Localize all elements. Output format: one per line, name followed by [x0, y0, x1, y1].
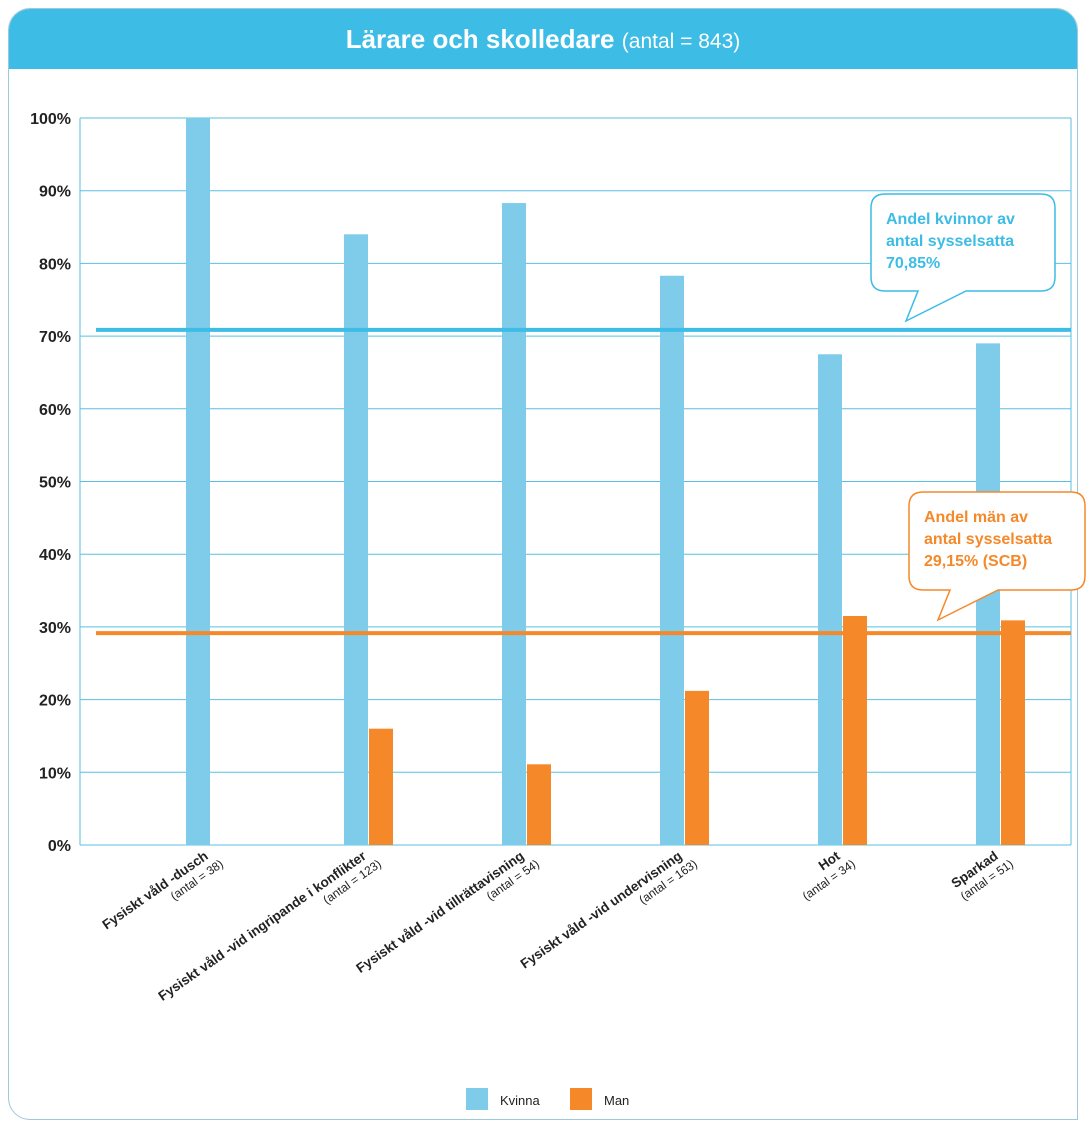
- bar-man-2: [369, 728, 393, 845]
- bar-kvinna-2: [344, 234, 368, 845]
- bar-kvinna-3: [502, 203, 526, 845]
- callout-women: [870, 193, 1056, 323]
- y-tick-label: 60%: [39, 402, 71, 419]
- chart-header: Lärare och skolledare (antal = 843): [9, 9, 1077, 69]
- y-tick-label: 80%: [39, 256, 71, 273]
- bar-man-5: [843, 615, 867, 845]
- y-tick-label: 30%: [39, 620, 71, 637]
- y-tick-label: 10%: [39, 765, 71, 782]
- bar-man-4: [685, 690, 709, 845]
- bar-kvinna-1: [186, 118, 210, 845]
- y-tick-label: 70%: [39, 329, 71, 346]
- chart-title: Lärare och skolledare: [345, 24, 615, 54]
- y-tick-label: 40%: [39, 547, 71, 564]
- bar-man-6: [1001, 620, 1025, 845]
- callout-men-text: Andel män av: [924, 509, 1028, 526]
- legend-label-kvinna: Kvinna: [500, 1093, 541, 1108]
- y-tick-label: 100%: [30, 111, 71, 128]
- callout-men: [908, 491, 1086, 622]
- callout-women-text: 70,85%: [886, 255, 940, 272]
- callout-men-text: antal sysselsatta: [924, 531, 1052, 548]
- legend-label-man: Man: [604, 1093, 629, 1108]
- x-category-label: Fysiskt våld -dusch(antal = 38): [99, 848, 225, 932]
- x-category-label: Hot(antal = 34): [800, 848, 858, 903]
- callout-men-text: 29,15% (SCB): [924, 553, 1027, 570]
- y-tick-label: 50%: [39, 475, 71, 492]
- bar-man-3: [527, 764, 551, 845]
- bar-kvinna-5: [818, 354, 842, 845]
- x-category-label: Fysiskt våld -vid undervisning(antal = 1…: [518, 848, 700, 971]
- x-category-name: Fysiskt våld -vid undervisning: [518, 848, 685, 971]
- y-tick-label: 20%: [39, 693, 71, 710]
- bar-kvinna-4: [660, 275, 684, 845]
- y-tick-label: 90%: [39, 184, 71, 201]
- callout-women-text: Andel kvinnor av: [886, 211, 1015, 228]
- legend-swatch-man: [570, 1088, 592, 1110]
- chart-subtitle: (antal = 843): [621, 30, 741, 53]
- y-tick-label: 0%: [48, 838, 71, 855]
- x-category-label: Sparkad(antal = 51): [948, 848, 1015, 903]
- legend-swatch-kvinna: [466, 1088, 488, 1110]
- callout-women-text: antal sysselsatta: [886, 233, 1014, 250]
